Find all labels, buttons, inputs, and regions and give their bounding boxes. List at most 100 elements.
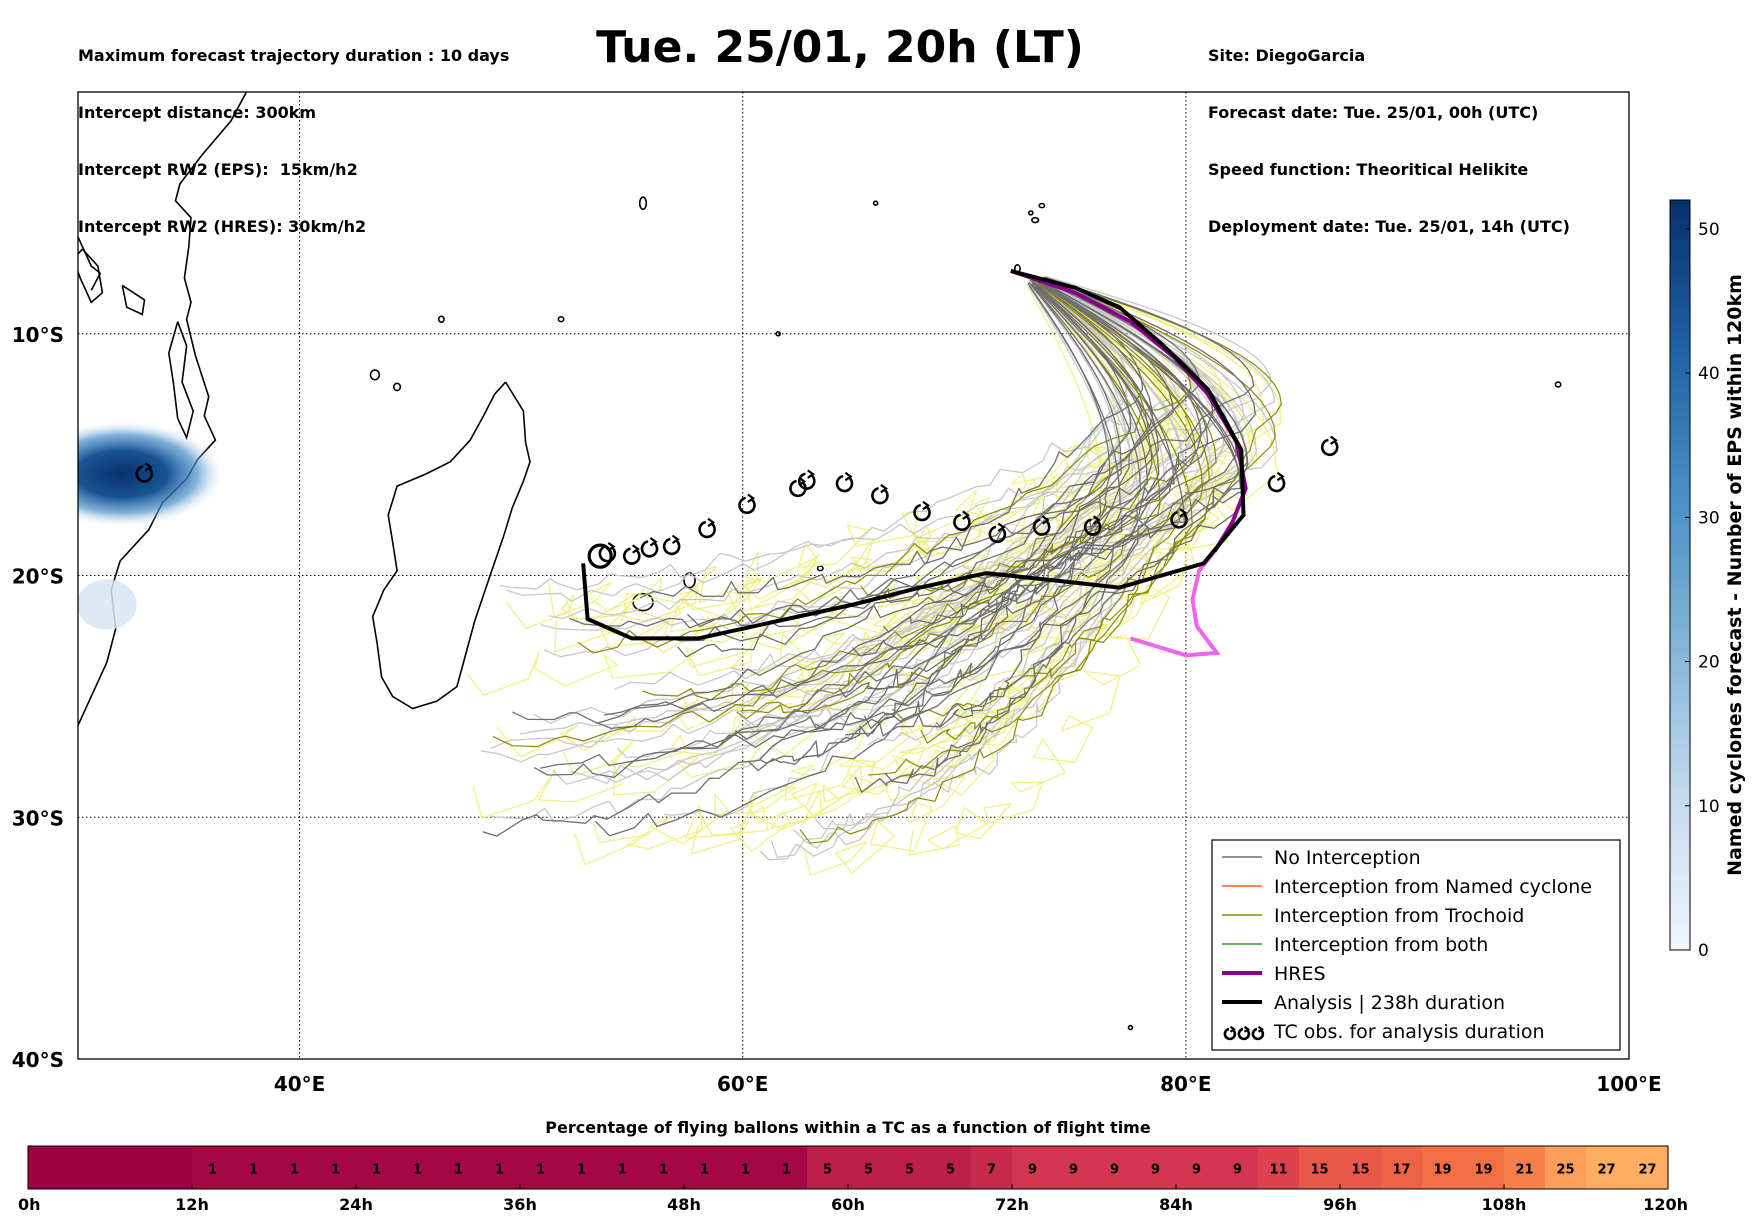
colorbar-bottom-cell-2 [110, 1146, 152, 1189]
colorbar-bottom-cell-39 [1627, 1146, 1669, 1189]
analysis-track [581, 268, 1246, 641]
tc-obs-marker-4-arc [662, 537, 681, 556]
colorbar-bottom-value-21: 5 [905, 1163, 914, 1178]
colorbar-bottom-tick-label-10: 120h [1643, 1195, 1688, 1214]
trajectory-none-9 [680, 284, 1245, 750]
tc-obs-marker-2-arrow [632, 544, 640, 554]
colorbar-bottom-cell-0 [28, 1146, 70, 1189]
tc-obs-marker-6-arc [738, 496, 756, 515]
coast-fragment [78, 236, 102, 291]
tc-obs-marker-6-arrow [747, 493, 756, 503]
colorbar-bottom-tick-label-2: 24h [339, 1195, 373, 1214]
legend-tc-marker-0-arrow [1229, 1025, 1236, 1033]
trajectory-none-22 [539, 278, 1256, 769]
colorbar-bottom-cell-17 [725, 1146, 767, 1189]
colorbar-bottom-value-8: 1 [372, 1163, 381, 1178]
named-cyclones-colorbar: 0 10 20 30 40 50 Named cyclones forecast - Num… [1669, 199, 1746, 961]
y-tick-label-2: 30°S [12, 806, 64, 830]
legend-tc-marker-2 [1251, 1025, 1265, 1041]
trajectory-troch-dark-7 [860, 284, 1161, 599]
tc-obs-marker-9 [835, 471, 854, 493]
colorbar-bottom-value-4: 1 [208, 1163, 217, 1178]
colorbar-bottom-cell-36 [1504, 1146, 1546, 1189]
colorbar-bottom-cell-38 [1586, 1146, 1628, 1189]
colorbar-bottom-value-30: 11 [1269, 1163, 1287, 1178]
trajectory-none-14 [595, 276, 1201, 730]
x-tick-label-1: 60°E [717, 1072, 769, 1096]
trajectory-troch-13 [874, 283, 1222, 657]
trajectory-none-1 [883, 283, 1175, 633]
colorbar-bottom-title: Percentage of flying ballons within a TC… [545, 1118, 1151, 1137]
legend-tc-marker-0-arc [1223, 1027, 1237, 1041]
x-tick-label-0: 40°E [274, 1072, 326, 1096]
trajectory-none-20 [639, 283, 1142, 599]
trajectory-troch-19 [803, 278, 1187, 876]
trajectory-troch-dark-8 [736, 279, 1149, 720]
tc-obs-marker-8-arc [798, 472, 816, 490]
colorbar-bottom-cell-1 [69, 1146, 111, 1189]
trajectory-none-24 [686, 276, 1255, 628]
tc-obs-final-circle [587, 543, 613, 569]
tc-obs-marker-8 [798, 469, 816, 490]
colorbar-bottom-value-5: 1 [249, 1163, 258, 1178]
trajectory-none-2 [935, 281, 1122, 728]
legend-tc-marker-1-arc [1237, 1027, 1251, 1041]
colorbar-bottom-cell-6 [274, 1146, 316, 1189]
trajectory-none-12 [851, 280, 1209, 657]
trajectory-none-21 [677, 276, 1144, 658]
island-14 [775, 330, 781, 337]
tc-obs-marker-3 [640, 537, 659, 558]
colorbar-right-tick-label-3: 30 [1698, 508, 1720, 528]
colorbar-bottom-value-33: 17 [1392, 1163, 1410, 1178]
colorbar-bottom-cell-28 [1176, 1146, 1218, 1189]
colorbar-bottom-value-16: 1 [700, 1163, 709, 1178]
tc-obs-marker-18-arrow [1329, 435, 1338, 445]
tc-obs-marker-13-arrow [997, 522, 1006, 532]
header-right-info: Site: DiegoGarcia Forecast date: Tue. 25… [1208, 8, 1570, 255]
tc-obs-marker-13-arc [988, 525, 1007, 544]
header-intercept-eps: Intercept RW2 (EPS): 15km/h2 [78, 160, 358, 179]
colorbar-bottom-value-22: 5 [946, 1163, 955, 1178]
colorbar-bottom-cell-4 [192, 1146, 234, 1189]
island-7 [1031, 216, 1040, 224]
tc-obs-marker-5 [698, 517, 716, 539]
colorbar-bottom-value-37: 25 [1556, 1163, 1574, 1178]
header-max-duration: Maximum forecast trajectory duration : 1… [78, 46, 510, 65]
tc-obs-marker-11 [913, 500, 931, 522]
tc-observations [135, 435, 1339, 569]
colorbar-bottom-cell-33 [1381, 1146, 1423, 1189]
trajectory-none-19 [854, 279, 1202, 793]
cyclone-density-blob-small [78, 579, 137, 630]
legend: No Interception Interception from Named c… [1211, 839, 1621, 1051]
colorbar-bottom-cell-13 [561, 1146, 603, 1189]
legend-label-2: Interception from Trochoid [1274, 905, 1524, 927]
tc-obs-marker-16-arc [1170, 511, 1188, 529]
colorbar-bottom-cell-32 [1340, 1146, 1382, 1189]
colorbar-bottom-cell-35 [1463, 1146, 1505, 1189]
trajectory-none-17 [759, 279, 1132, 764]
tc-obs-marker-10-arrow [880, 483, 888, 494]
colorbar-bottom-value-15: 1 [659, 1163, 668, 1178]
tc-obs-marker-14 [1032, 515, 1051, 536]
colorbar-bottom-cell-5 [233, 1146, 275, 1189]
trajectory-troch-16 [689, 279, 1191, 677]
tc-obs-marker-14-arrow [1041, 515, 1050, 525]
y-tick-label-0: 10°S [12, 323, 64, 347]
tc-obs-marker-0-arrow [144, 462, 153, 472]
colorbar-bottom-value-38: 27 [1597, 1163, 1615, 1178]
colorbar-bottom-cell-23 [971, 1146, 1013, 1189]
tc-obs-marker-1-arc [598, 544, 617, 563]
colorbar-bottom-value-10: 1 [454, 1163, 463, 1178]
lake-outline-2 [78, 248, 104, 304]
colorbar-bottom-value-20: 5 [864, 1163, 873, 1178]
trajectory-troch-8 [554, 277, 1224, 653]
header-forecast-date: Forecast date: Tue. 25/01, 00h (UTC) [1208, 103, 1539, 122]
y-tick-label-1: 20°S [12, 565, 64, 589]
island-2 [369, 369, 381, 381]
tc-obs-marker-16 [1170, 508, 1188, 529]
tc-obs-marker-13 [988, 522, 1007, 544]
trajectory-none-light-23 [499, 282, 1120, 591]
tc-obs-marker-15-arc [1083, 518, 1102, 536]
colorbar-right-bar [1669, 199, 1691, 951]
island-9 [1127, 1024, 1134, 1031]
